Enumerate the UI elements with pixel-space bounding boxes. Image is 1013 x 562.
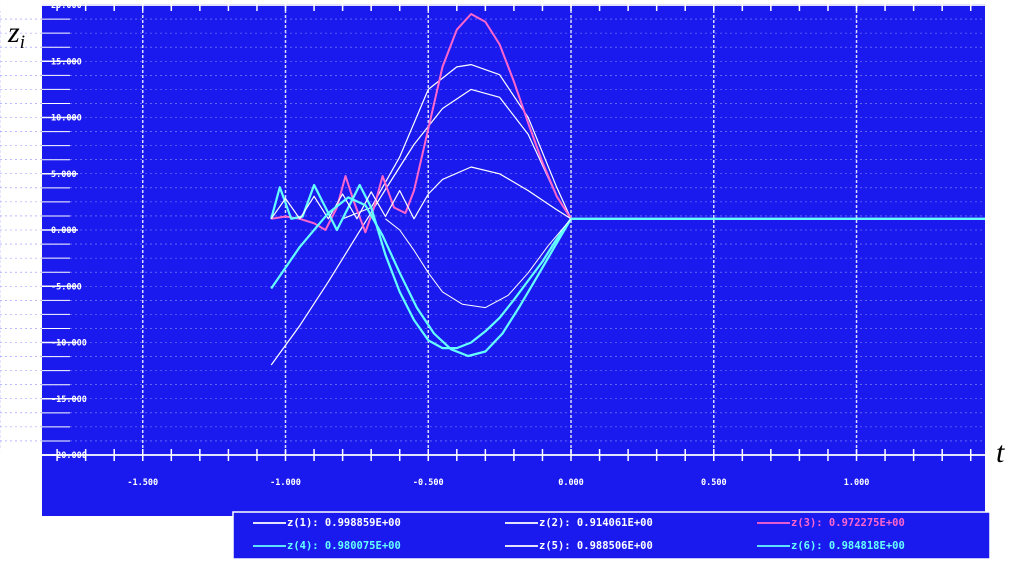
y-tick-label: -20.000 [51,451,87,461]
x-tick-label: -2.000 [0,478,15,488]
legend-entry: z(6): 0.984818E+00 [791,540,905,552]
y-axis-label-main: z [7,16,20,49]
y-axis-label-subscript: i [20,32,25,53]
x-tick-label: 0.000 [558,478,584,488]
x-tick-label: -1.500 [127,478,158,488]
y-tick-label: 15.000 [51,57,82,67]
y-tick-label: 20.000 [51,1,82,11]
legend-entry: z(3): 0.972275E+00 [791,517,905,529]
series-line-3 [271,13,985,234]
x-tick-label: -0.500 [413,478,444,488]
y-tick-label: 5.000 [51,170,77,180]
series-lines [270,13,985,366]
axis-ticks [42,4,972,461]
legend-entry: z(2): 0.914061E+00 [539,517,653,529]
plot-background [42,4,985,516]
series-line-5 [270,166,985,220]
legend: z(1): 0.998859E+00 z(2): 0.914061E+00 z(3)… [232,511,991,560]
x-tick-label: -1.000 [270,478,301,488]
y-tick-label: -5.000 [51,282,82,292]
y-tick-label: 0.000 [51,226,77,236]
legend-entry: z(5): 0.988506E+00 [539,540,653,552]
y-tick-label: -10.000 [51,339,87,349]
series-line-2 [342,63,985,220]
gridlines [0,4,985,456]
x-tick-label: 1.000 [844,478,870,488]
series-line-7 [385,218,572,309]
y-tick-label: -15.000 [51,395,87,405]
y-axis-label: zi [7,16,25,53]
series-line-6 [270,196,985,358]
legend-box [232,511,991,560]
x-axis-label: t [996,436,1005,469]
x-tick-label: 0.500 [701,478,727,488]
y-tick-labels: 20.000 15.000 10.000 5.000 0.000 -5.000 -10.00… [51,1,87,461]
x-tick-labels: -2.000 -1.500 -1.000 -0.500 0.000 0.500 1.000 [0,478,869,488]
y-tick-label: 10.000 [51,114,82,124]
legend-entry: z(4): 0.980075E+00 [287,540,401,552]
legend-entry: z(1): 0.998859E+00 [287,517,401,529]
series-line-4 [270,183,985,350]
